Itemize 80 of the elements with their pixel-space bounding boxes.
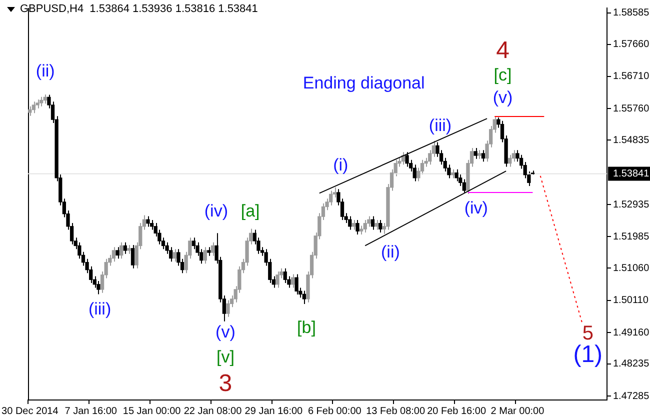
- candlestick: [112, 246, 116, 262]
- candlestick: [119, 242, 124, 260]
- candlestick: [172, 248, 176, 262]
- candlestick: [226, 300, 230, 318]
- y-tick-label: 1.51060: [613, 262, 650, 274]
- candlestick: [378, 219, 382, 233]
- annotation: (iv): [464, 198, 488, 218]
- candlestick: [363, 219, 367, 233]
- y-tick-label: 1.50110: [613, 295, 649, 306]
- candlestick: [130, 244, 135, 269]
- candlestick: [302, 290, 306, 305]
- y-tick-label: 1.57660: [613, 39, 650, 50]
- candlestick: [329, 190, 333, 206]
- candlestick: [96, 280, 100, 295]
- annotation: [v]: [216, 348, 234, 367]
- annotation: 4: [496, 37, 510, 64]
- annotation: Ending diagonal: [302, 73, 425, 92]
- candlestick: [512, 150, 516, 162]
- candlestick: [276, 270, 280, 288]
- candlestick: [116, 246, 120, 260]
- candlestick: [210, 242, 215, 256]
- candlestick: [32, 101, 36, 114]
- candlestick: [428, 150, 432, 166]
- annotation: (v): [216, 322, 236, 342]
- candlestick: [40, 96, 44, 107]
- candlestick: [348, 216, 352, 230]
- y-tick-label: 1.56710: [613, 71, 650, 82]
- candlestick: [454, 168, 458, 182]
- y-tick-label: 1.49160: [613, 327, 650, 338]
- x-tick-label: 22 Jan 08:00: [184, 406, 242, 417]
- x-tick-label: 30 Dec 2014: [2, 406, 59, 417]
- annotation: [b]: [297, 318, 316, 337]
- candlestick: [508, 154, 512, 168]
- x-tick-label: 7 Jan 16:00: [64, 406, 118, 417]
- ref-line-label: 1.53841: [613, 168, 650, 180]
- candlestick: [283, 268, 287, 284]
- candlestick: [481, 150, 486, 162]
- candlestick: [405, 152, 409, 168]
- candlestick: [352, 219, 356, 230]
- annotation: 3: [218, 370, 232, 397]
- candlestick: [43, 94, 47, 104]
- chart-title: GBPUSD,H4 1.53864 1.53936 1.53816 1.53841: [20, 3, 258, 15]
- y-tick-label: 1.54835: [613, 134, 650, 146]
- x-tick-label: 15 Jan 00:00: [122, 406, 182, 417]
- candlestick: [370, 216, 375, 230]
- annotation: (iv): [204, 202, 228, 221]
- candlestick: [294, 274, 298, 296]
- candlestick: [474, 148, 478, 160]
- x-tick-label: 29 Jan 16:00: [244, 406, 304, 417]
- candlestick: [290, 274, 295, 288]
- x-tick-label: 20 Feb 16:00: [427, 406, 486, 417]
- candlestick: [150, 219, 154, 230]
- x-tick-label: 2 Mar 00:00: [490, 406, 545, 417]
- annotation: (i): [333, 156, 348, 175]
- annotation: [c]: [494, 66, 512, 85]
- x-tick-label: 6 Feb 00:00: [308, 406, 362, 417]
- candlestick: [356, 219, 360, 236]
- candlestick: [146, 216, 150, 228]
- y-tick-label: 1.55760: [613, 103, 650, 114]
- x-tick-label: 13 Feb 08:00: [366, 406, 426, 417]
- y-tick-label: 1.51985: [613, 231, 650, 242]
- annotation: (ii): [381, 242, 400, 262]
- candlestick: [374, 219, 378, 230]
- annotation: (ii): [36, 62, 55, 81]
- annotation: (v): [492, 88, 513, 107]
- y-tick-label: 1.52935: [613, 199, 650, 210]
- candlestick: [123, 242, 127, 254]
- y-tick-label: 1.48235: [613, 358, 650, 370]
- candlestick: [203, 246, 207, 264]
- annotation: (iii): [88, 300, 112, 319]
- candlestick: [169, 246, 173, 262]
- y-tick-label: 1.58585: [613, 8, 650, 19]
- annotation: [a]: [240, 202, 260, 221]
- annotation: (iii): [428, 116, 452, 136]
- candlestick: [462, 178, 466, 193]
- y-tick-label: 1.47285: [613, 390, 650, 402]
- candlestick: [28, 106, 32, 116]
- candlestick: [192, 237, 196, 250]
- candlestick: [412, 164, 416, 182]
- candlestick: [165, 242, 169, 254]
